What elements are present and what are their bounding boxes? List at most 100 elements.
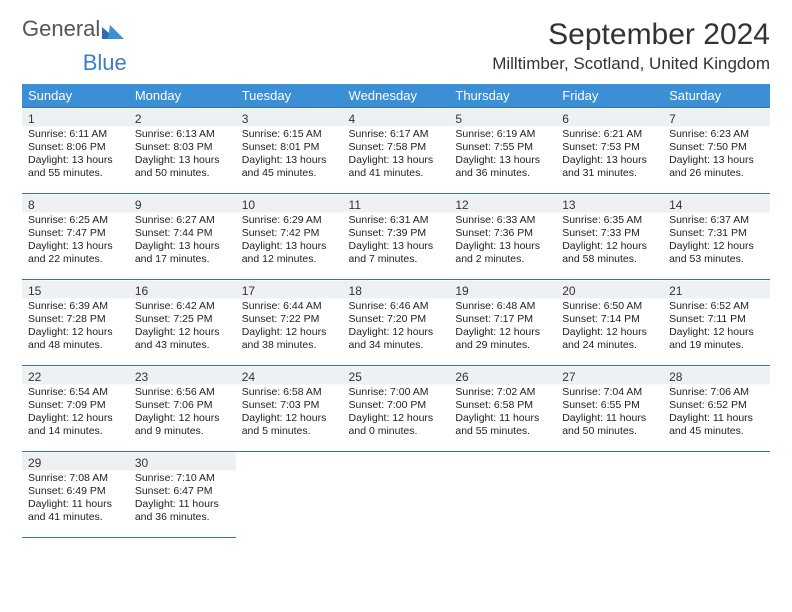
- page-title: September 2024: [548, 18, 770, 52]
- day-number: 3: [240, 110, 339, 128]
- day-number: 2: [133, 110, 232, 128]
- day-number: 21: [667, 282, 766, 300]
- calendar-cell: [236, 452, 343, 538]
- day-details: Sunrise: 6:27 AMSunset: 7:44 PMDaylight:…: [133, 214, 232, 267]
- calendar-cell: 6Sunrise: 6:21 AMSunset: 7:53 PMDaylight…: [556, 108, 663, 194]
- day-details: Sunrise: 6:13 AMSunset: 8:03 PMDaylight:…: [133, 128, 232, 181]
- calendar-cell: 20Sunrise: 6:50 AMSunset: 7:14 PMDayligh…: [556, 280, 663, 366]
- day-number: 9: [133, 196, 232, 214]
- day-details: Sunrise: 6:37 AMSunset: 7:31 PMDaylight:…: [667, 214, 766, 267]
- day-details: Sunrise: 6:29 AMSunset: 7:42 PMDaylight:…: [240, 214, 339, 267]
- location-subtitle: Milltimber, Scotland, United Kingdom: [492, 54, 770, 74]
- day-details: Sunrise: 6:15 AMSunset: 8:01 PMDaylight:…: [240, 128, 339, 181]
- day-details: Sunrise: 7:10 AMSunset: 6:47 PMDaylight:…: [133, 472, 232, 525]
- day-details: Sunrise: 6:58 AMSunset: 7:03 PMDaylight:…: [240, 386, 339, 439]
- day-number: 4: [347, 110, 446, 128]
- calendar-cell: [663, 452, 770, 538]
- day-details: Sunrise: 6:42 AMSunset: 7:25 PMDaylight:…: [133, 300, 232, 353]
- day-number: 19: [453, 282, 552, 300]
- calendar-cell: [343, 452, 450, 538]
- calendar-cell: 5Sunrise: 6:19 AMSunset: 7:55 PMDaylight…: [449, 108, 556, 194]
- calendar-cell: 27Sunrise: 7:04 AMSunset: 6:55 PMDayligh…: [556, 366, 663, 452]
- day-header: Friday: [556, 84, 663, 108]
- day-details: Sunrise: 6:35 AMSunset: 7:33 PMDaylight:…: [560, 214, 659, 267]
- calendar-cell: 28Sunrise: 7:06 AMSunset: 6:52 PMDayligh…: [663, 366, 770, 452]
- calendar-cell: 1Sunrise: 6:11 AMSunset: 8:06 PMDaylight…: [22, 108, 129, 194]
- calendar-cell: 18Sunrise: 6:46 AMSunset: 7:20 PMDayligh…: [343, 280, 450, 366]
- day-header: Thursday: [449, 84, 556, 108]
- day-details: Sunrise: 6:54 AMSunset: 7:09 PMDaylight:…: [26, 386, 125, 439]
- day-number: 23: [133, 368, 232, 386]
- calendar-cell: 30Sunrise: 7:10 AMSunset: 6:47 PMDayligh…: [129, 452, 236, 538]
- calendar-cell: 19Sunrise: 6:48 AMSunset: 7:17 PMDayligh…: [449, 280, 556, 366]
- calendar-cell: 7Sunrise: 6:23 AMSunset: 7:50 PMDaylight…: [663, 108, 770, 194]
- logo-text-general: General: [22, 18, 100, 40]
- calendar-cell: [449, 452, 556, 538]
- calendar-cell: 24Sunrise: 6:58 AMSunset: 7:03 PMDayligh…: [236, 366, 343, 452]
- day-number: 12: [453, 196, 552, 214]
- day-number: 14: [667, 196, 766, 214]
- day-details: Sunrise: 6:46 AMSunset: 7:20 PMDaylight:…: [347, 300, 446, 353]
- calendar-cell: 15Sunrise: 6:39 AMSunset: 7:28 PMDayligh…: [22, 280, 129, 366]
- day-number: 22: [26, 368, 125, 386]
- calendar-cell: 11Sunrise: 6:31 AMSunset: 7:39 PMDayligh…: [343, 194, 450, 280]
- day-details: Sunrise: 7:06 AMSunset: 6:52 PMDaylight:…: [667, 386, 766, 439]
- day-number: 7: [667, 110, 766, 128]
- calendar-cell: 21Sunrise: 6:52 AMSunset: 7:11 PMDayligh…: [663, 280, 770, 366]
- calendar-cell: 29Sunrise: 7:08 AMSunset: 6:49 PMDayligh…: [22, 452, 129, 538]
- day-details: Sunrise: 6:31 AMSunset: 7:39 PMDaylight:…: [347, 214, 446, 267]
- day-number: 18: [347, 282, 446, 300]
- calendar-table: SundayMondayTuesdayWednesdayThursdayFrid…: [22, 84, 770, 538]
- day-details: Sunrise: 6:44 AMSunset: 7:22 PMDaylight:…: [240, 300, 339, 353]
- calendar-cell: 14Sunrise: 6:37 AMSunset: 7:31 PMDayligh…: [663, 194, 770, 280]
- day-number: 8: [26, 196, 125, 214]
- day-number: 28: [667, 368, 766, 386]
- day-number: 16: [133, 282, 232, 300]
- brand-logo: General: [22, 18, 124, 40]
- day-details: Sunrise: 6:48 AMSunset: 7:17 PMDaylight:…: [453, 300, 552, 353]
- calendar-cell: 12Sunrise: 6:33 AMSunset: 7:36 PMDayligh…: [449, 194, 556, 280]
- day-header: Wednesday: [343, 84, 450, 108]
- calendar-cell: 9Sunrise: 6:27 AMSunset: 7:44 PMDaylight…: [129, 194, 236, 280]
- calendar-cell: 25Sunrise: 7:00 AMSunset: 7:00 PMDayligh…: [343, 366, 450, 452]
- day-details: Sunrise: 6:21 AMSunset: 7:53 PMDaylight:…: [560, 128, 659, 181]
- day-number: 26: [453, 368, 552, 386]
- day-details: Sunrise: 6:23 AMSunset: 7:50 PMDaylight:…: [667, 128, 766, 181]
- logo-triangle-icon: [102, 21, 124, 37]
- day-details: Sunrise: 6:50 AMSunset: 7:14 PMDaylight:…: [560, 300, 659, 353]
- day-details: Sunrise: 6:11 AMSunset: 8:06 PMDaylight:…: [26, 128, 125, 181]
- day-details: Sunrise: 7:02 AMSunset: 6:58 PMDaylight:…: [453, 386, 552, 439]
- day-details: Sunrise: 6:39 AMSunset: 7:28 PMDaylight:…: [26, 300, 125, 353]
- calendar-cell: 2Sunrise: 6:13 AMSunset: 8:03 PMDaylight…: [129, 108, 236, 194]
- day-number: 24: [240, 368, 339, 386]
- calendar-cell: [556, 452, 663, 538]
- day-number: 30: [133, 454, 232, 472]
- day-details: Sunrise: 6:52 AMSunset: 7:11 PMDaylight:…: [667, 300, 766, 353]
- day-number: 5: [453, 110, 552, 128]
- logo-text-blue: Blue: [83, 52, 127, 74]
- calendar-cell: 3Sunrise: 6:15 AMSunset: 8:01 PMDaylight…: [236, 108, 343, 194]
- day-details: Sunrise: 7:08 AMSunset: 6:49 PMDaylight:…: [26, 472, 125, 525]
- day-details: Sunrise: 7:04 AMSunset: 6:55 PMDaylight:…: [560, 386, 659, 439]
- day-header: Tuesday: [236, 84, 343, 108]
- calendar-cell: 26Sunrise: 7:02 AMSunset: 6:58 PMDayligh…: [449, 366, 556, 452]
- calendar-cell: 13Sunrise: 6:35 AMSunset: 7:33 PMDayligh…: [556, 194, 663, 280]
- day-details: Sunrise: 7:00 AMSunset: 7:00 PMDaylight:…: [347, 386, 446, 439]
- day-number: 11: [347, 196, 446, 214]
- day-details: Sunrise: 6:25 AMSunset: 7:47 PMDaylight:…: [26, 214, 125, 267]
- day-header: Sunday: [22, 84, 129, 108]
- calendar-cell: 10Sunrise: 6:29 AMSunset: 7:42 PMDayligh…: [236, 194, 343, 280]
- day-header: Saturday: [663, 84, 770, 108]
- day-number: 17: [240, 282, 339, 300]
- calendar-cell: 22Sunrise: 6:54 AMSunset: 7:09 PMDayligh…: [22, 366, 129, 452]
- day-details: Sunrise: 6:33 AMSunset: 7:36 PMDaylight:…: [453, 214, 552, 267]
- day-details: Sunrise: 6:19 AMSunset: 7:55 PMDaylight:…: [453, 128, 552, 181]
- calendar-cell: 8Sunrise: 6:25 AMSunset: 7:47 PMDaylight…: [22, 194, 129, 280]
- day-number: 29: [26, 454, 125, 472]
- day-number: 1: [26, 110, 125, 128]
- day-number: 27: [560, 368, 659, 386]
- day-number: 20: [560, 282, 659, 300]
- day-number: 13: [560, 196, 659, 214]
- day-header: Monday: [129, 84, 236, 108]
- day-details: Sunrise: 6:56 AMSunset: 7:06 PMDaylight:…: [133, 386, 232, 439]
